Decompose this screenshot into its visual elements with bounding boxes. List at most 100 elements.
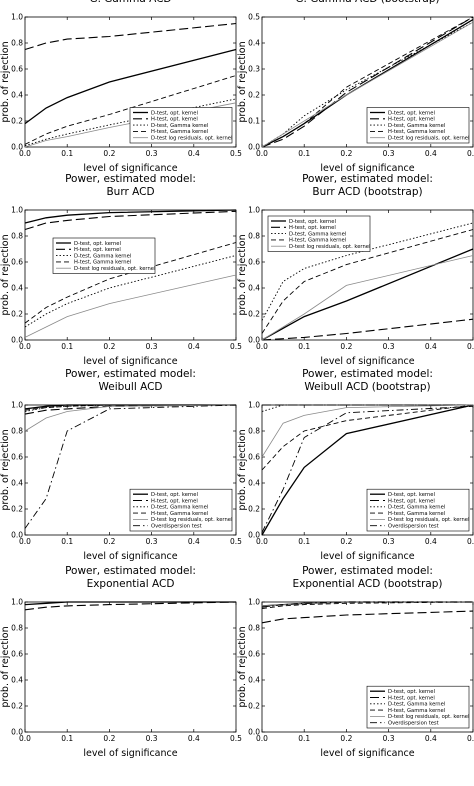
x-axis-label: level of significance [320, 748, 414, 759]
y-tick-label: 0.6 [11, 65, 23, 74]
y-axis-label: prob. of rejection [0, 626, 11, 707]
legend-entry: D-test, Gamma kernel [289, 231, 346, 237]
y-tick-label: 0.8 [248, 232, 260, 241]
y-tick-label: 0.5 [248, 13, 260, 22]
legend-entry: D-test, opt. kernel [289, 219, 336, 225]
legend-entry: H-test, Gamma kernel [388, 708, 445, 714]
chart-subtitle: G. Gamma ACD [89, 0, 171, 5]
y-axis-label: prob. of rejection [237, 41, 248, 122]
series-line-3 [24, 404, 236, 411]
plot-frame [24, 16, 237, 148]
legend-entry: H-test, Gamma kernel [151, 511, 208, 517]
legend-entry: D-test, Gamma kernel [388, 702, 445, 708]
y-tick-label: 0.2 [11, 117, 23, 126]
x-tick-label: 0.0 [19, 342, 31, 351]
x-axis-label: level of significance [83, 748, 177, 759]
y-tick-label: 0.0 [248, 143, 260, 152]
chart-panel-4: Power, estimated model:Weibull ACD 0.0 0.2… [0, 368, 242, 562]
chart-title: Power, estimated model: [302, 368, 433, 380]
chart-panel-3: Power, estimated model:Burr ACD (bootstr… [237, 173, 474, 367]
legend-entry: H-test, Gamma kernel [74, 260, 131, 266]
x-tick-label: 0.0 [19, 734, 31, 743]
y-tick-label: 0.4 [248, 676, 260, 685]
x-tick-label: 0.0 [256, 149, 268, 158]
series-line-1 [261, 610, 474, 624]
series-line-0 [24, 601, 236, 606]
chart-title: Power, estimated model: [65, 368, 196, 380]
y-tick-label: 0.8 [11, 624, 23, 633]
y-tick-label: 0.0 [248, 336, 260, 345]
series-line-4 [261, 255, 474, 341]
x-tick-label: 0.4 [425, 342, 437, 351]
legend-entry: H-test, Gamma kernel [151, 129, 208, 135]
chart-subtitle: Weibull ACD [98, 381, 162, 393]
legend-entry: D-test log residuals, opt. kernel [151, 136, 232, 142]
legend-entry: D-test, Gamma kernel [151, 505, 208, 511]
y-tick-label: 0.0 [11, 728, 23, 737]
legend-entry: H-test, Gamma kernel [289, 238, 346, 244]
y-tick-label: 0.8 [11, 427, 23, 436]
chart-subtitle: Exponential ACD [87, 578, 175, 590]
y-tick-label: 0.2 [248, 91, 260, 100]
y-tick-label: 0.4 [11, 284, 23, 293]
legend-entry: D-test, opt. kernel [388, 492, 435, 498]
x-tick-label: 0.3 [383, 734, 395, 743]
x-tick-label: 0.1 [61, 537, 73, 546]
y-tick-label: 1.0 [248, 401, 260, 410]
x-tick-label: 0.1 [298, 342, 310, 351]
series-line-0 [24, 48, 237, 125]
x-axis-label: level of significance [83, 356, 177, 367]
y-tick-label: 0.4 [11, 676, 23, 685]
x-tick-label: 0.4 [188, 149, 200, 158]
y-tick-label: 1.0 [248, 206, 260, 215]
series-line-4 [261, 21, 474, 148]
series-line-3 [261, 229, 474, 334]
y-tick-label: 0.0 [11, 531, 23, 540]
legend-entry: H-test, opt. kernel [388, 117, 435, 123]
legend-box [366, 488, 470, 532]
series-line-5 [24, 404, 237, 529]
y-tick-label: 0.2 [11, 702, 23, 711]
chart-panel-5: Power, estimated model:Weibull ACD (boot… [237, 368, 474, 562]
y-tick-label: 0.8 [248, 624, 260, 633]
y-tick-label: 0.4 [11, 91, 23, 100]
x-tick-label: 0.5 [230, 537, 242, 546]
series-line-2 [24, 255, 237, 328]
x-axis-label: level of significance [83, 163, 177, 174]
legend-box [366, 685, 470, 729]
series-line-4 [261, 404, 474, 458]
y-tick-label: 0.2 [248, 310, 260, 319]
series-line-1 [24, 601, 237, 611]
chart-title: Power, estimated model: [302, 173, 433, 185]
chart-panel-2: Power, estimated model:Burr ACD 0.0 0.2 0.4… [0, 173, 242, 367]
x-tick-label: 0.3 [146, 149, 158, 158]
chart-subtitle: Burr ACD [106, 186, 154, 198]
x-tick-label: 0.4 [425, 149, 437, 158]
chart-subtitle: G. Gamma ACD (bootstrap) [295, 0, 439, 5]
chart-subtitle: Weibull ACD (bootstrap) [304, 381, 430, 393]
x-tick-label: 0.2 [340, 734, 352, 743]
legend-entry: D-test log residuals, opt. kernel [388, 517, 469, 523]
y-axis-label: prob. of rejection [237, 626, 248, 707]
x-tick-label: 0.2 [340, 149, 352, 158]
x-tick-label: 0.1 [298, 149, 310, 158]
y-axis-label: prob. of rejection [237, 234, 248, 315]
legend-entry: H-test, Gamma kernel [388, 511, 445, 517]
y-tick-label: 0.4 [248, 479, 260, 488]
chart-title: Power, estimated model: [65, 173, 196, 185]
x-tick-label: 0.5 [467, 342, 474, 351]
x-tick-label: 0.5 [230, 149, 242, 158]
y-tick-label: 0.0 [11, 336, 23, 345]
legend-entry: D-test, Gamma kernel [388, 123, 445, 129]
series-line-1 [261, 318, 474, 341]
x-tick-label: 0.5 [230, 734, 242, 743]
x-tick-label: 0.0 [19, 149, 31, 158]
y-tick-label: 0.2 [248, 505, 260, 514]
x-tick-label: 0.0 [256, 537, 268, 546]
x-tick-label: 0.4 [425, 734, 437, 743]
x-tick-label: 0.5 [467, 537, 474, 546]
x-tick-label: 0.2 [340, 537, 352, 546]
y-tick-label: 1.0 [11, 13, 23, 22]
y-tick-label: 0.6 [11, 650, 23, 659]
